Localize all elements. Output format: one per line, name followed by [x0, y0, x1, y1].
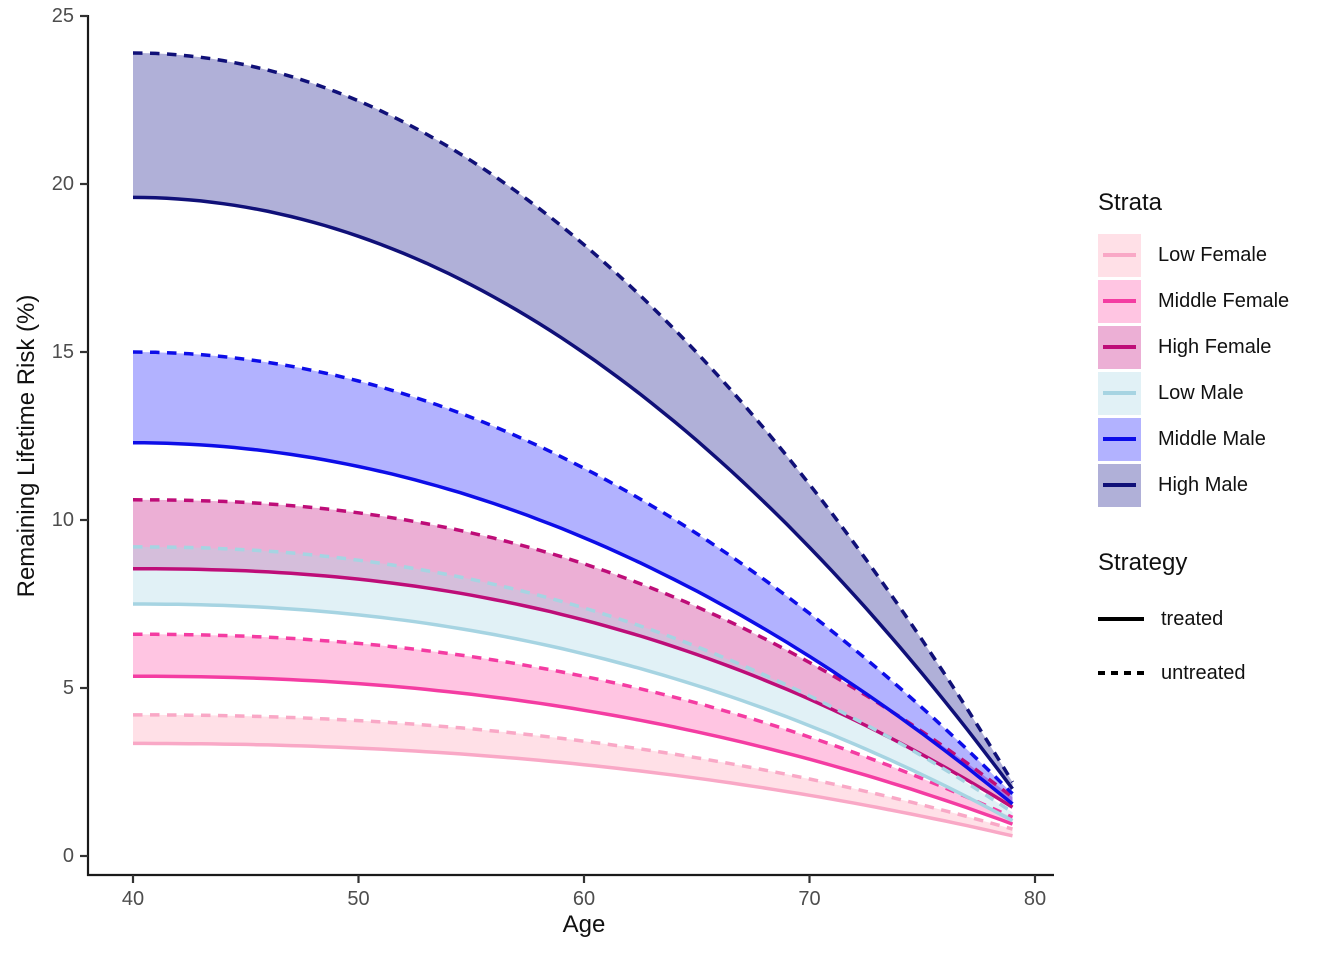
ribbon-bands	[133, 53, 1013, 836]
legend-item-low-female: Low Female	[1098, 232, 1344, 278]
ribbon-swatch-icon	[1098, 463, 1141, 507]
curve-low-female-treated	[133, 741, 1013, 838]
line-key-icon	[1103, 437, 1136, 441]
legend-item-label: Low Male	[1158, 381, 1244, 404]
curve-low-female-untreated	[133, 713, 1013, 831]
ribbon-swatch-icon	[1098, 371, 1141, 415]
curve-middle-female-treated	[132, 674, 1014, 826]
axes	[80, 14, 1054, 883]
line-key-icon	[1103, 253, 1136, 257]
curve-middle-female-untreated	[132, 632, 1014, 819]
y-tick-label: 15	[51, 341, 74, 363]
legend-item-high-male: High Male	[1098, 462, 1344, 508]
x-tick-label: 60	[572, 888, 596, 910]
legend-item-label: Low Female	[1158, 243, 1267, 266]
x-tick-label: 80	[1023, 888, 1047, 910]
ribbon-swatch-icon	[1098, 233, 1141, 277]
legend-item-treated: treated	[1098, 592, 1344, 646]
legend-item-untreated: untreated	[1098, 646, 1344, 700]
ribbon-swatch-icon	[1098, 325, 1141, 369]
line-key-icon	[1103, 299, 1136, 303]
x-tick-label: 50	[347, 888, 370, 910]
ribbon-swatch-icon	[1098, 417, 1141, 461]
legend-item-label: High Female	[1158, 335, 1272, 358]
risk-curves	[132, 51, 1014, 838]
curve-high-male-treated	[132, 195, 1014, 790]
strata-legend-title: Strata	[1098, 189, 1163, 216]
legend-item-label: Middle Male	[1158, 427, 1266, 450]
y-tick-label: 5	[62, 677, 74, 699]
y-tick-label: 25	[51, 5, 74, 27]
legend-item-label: treated	[1161, 607, 1224, 630]
legend-item-label: Middle Female	[1158, 289, 1290, 312]
y-tick-label: 20	[51, 173, 74, 195]
legend-item-high-female: High Female	[1098, 324, 1344, 370]
band-low-female	[133, 714, 1013, 836]
band-low-male	[133, 546, 1013, 821]
curve-low-male-untreated	[133, 545, 1014, 814]
y-axis-title: Remaining Lifetime Risk (%)	[13, 294, 40, 598]
legend: Strata Low Female Middle Female High Femal…	[1098, 188, 1344, 700]
band-high-male	[133, 53, 1013, 789]
x-tick-label: 70	[798, 888, 821, 910]
y-tick-label: 10	[51, 509, 74, 531]
ribbon-swatch-icon	[1098, 279, 1141, 323]
x-axis-title: Age	[562, 911, 606, 938]
strategy-legend-title: Strategy	[1098, 549, 1188, 576]
line-key-icon	[1103, 391, 1136, 395]
curve-middle-male-treated	[132, 440, 1014, 806]
strata-legend: Strata Low Female Middle Female High Femal…	[1098, 188, 1344, 508]
legend-item-middle-female: Middle Female	[1098, 278, 1344, 324]
line-key-icon	[1103, 345, 1136, 349]
legend-item-middle-male: Middle Male	[1098, 416, 1344, 462]
legend-item-label: High Male	[1158, 473, 1249, 496]
strategy-legend: Strategy treated untreated	[1098, 548, 1344, 700]
strata-legend-items: Low Female Middle Female High Female Low Ma…	[1098, 232, 1344, 508]
solid-line-key-icon	[1098, 617, 1144, 621]
legend-item-low-male: Low Male	[1098, 370, 1344, 416]
dashed-line-key-icon	[1098, 671, 1144, 675]
legend-item-label: untreated	[1161, 661, 1246, 684]
curve-low-male-treated	[133, 602, 1014, 823]
curve-high-female-treated	[133, 566, 1014, 809]
curve-high-male-untreated	[132, 51, 1014, 784]
y-tick-label: 0	[62, 845, 74, 867]
line-key-icon	[1103, 483, 1136, 487]
x-tick-label: 40	[121, 888, 145, 910]
band-high-female	[133, 499, 1013, 808]
